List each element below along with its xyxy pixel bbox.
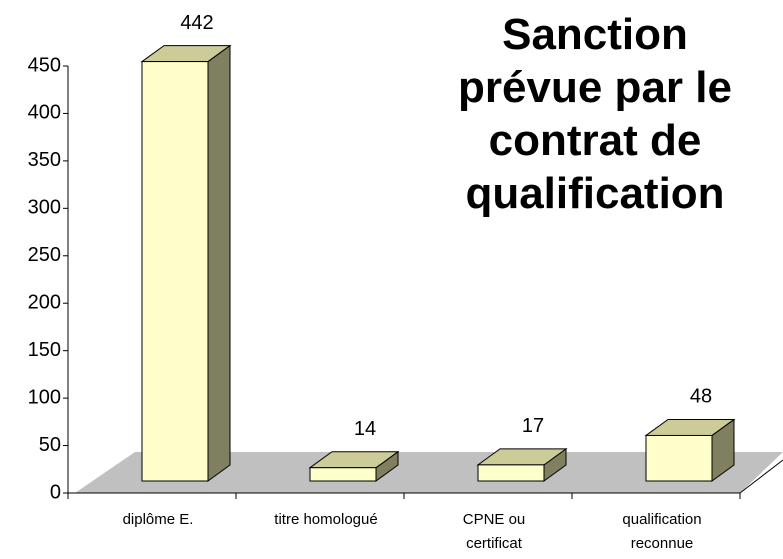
bar	[141, 61, 209, 482]
y-tick-label: 300	[28, 197, 61, 219]
y-tick-label: 400	[28, 102, 61, 124]
bar-side	[207, 44, 231, 482]
y-tick-label: 350	[28, 149, 61, 171]
value-label: 442	[180, 12, 213, 34]
x-tick-label: titre homologué	[274, 511, 378, 528]
value-label: 14	[354, 418, 376, 440]
y-tick-label: 450	[28, 54, 61, 76]
floor	[75, 452, 783, 493]
x-axis-depth	[739, 459, 783, 494]
x-tick-label: qualification reconnue	[622, 511, 702, 552]
y-tick-label: 150	[28, 339, 61, 361]
y-tick-label: 0	[50, 481, 61, 503]
chart-title: Sanction prévue par le contrat de qualif…	[458, 10, 732, 218]
y-tick-label: 50	[39, 434, 61, 456]
value-label: 48	[690, 386, 712, 408]
bar	[309, 467, 377, 482]
y-tick-label: 100	[28, 386, 61, 408]
value-label: 17	[522, 415, 544, 437]
bar	[477, 464, 545, 482]
y-tick-label: 250	[28, 244, 61, 266]
x-tick-label: diplôme E.	[122, 511, 194, 528]
y-tick-label: 200	[28, 292, 61, 314]
x-tick-label: CPNE ou certificat	[462, 511, 526, 552]
bar	[645, 434, 713, 482]
